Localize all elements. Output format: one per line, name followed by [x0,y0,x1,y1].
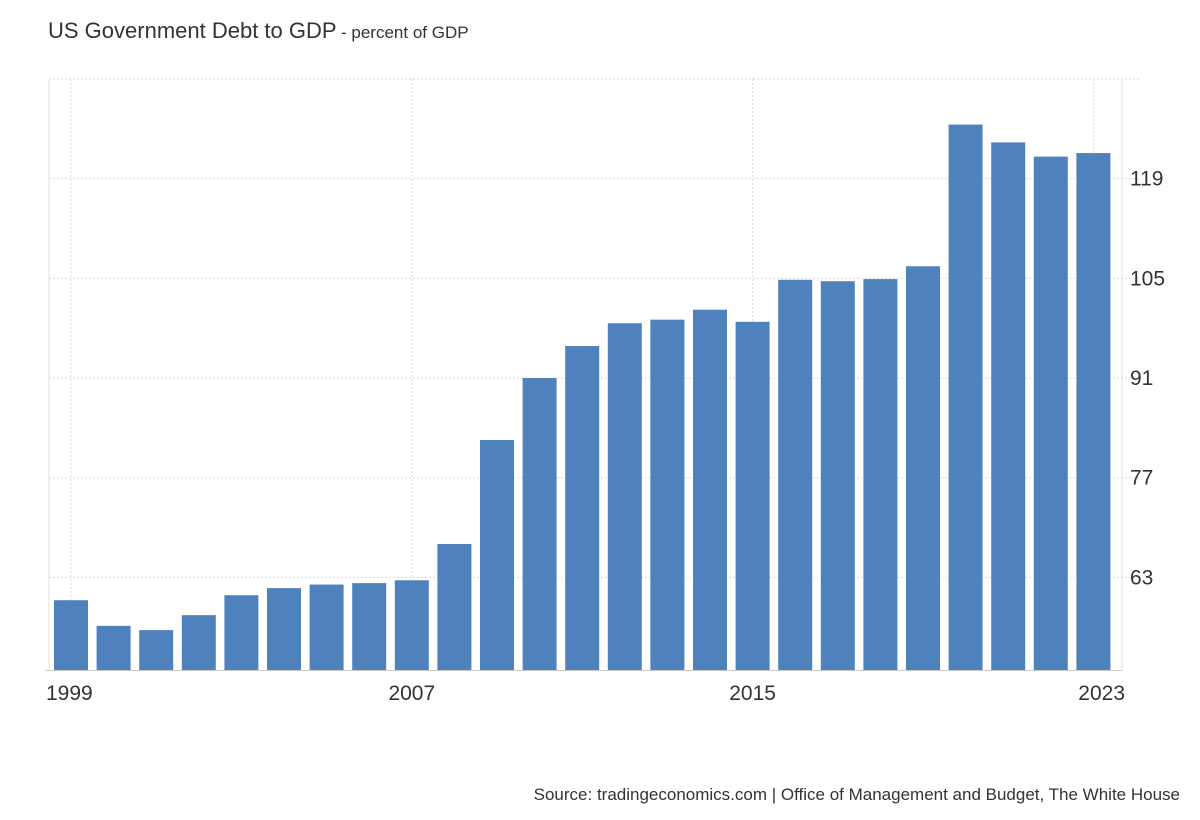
bar-2014 [693,309,727,670]
y-tick-label: 105 [1130,267,1165,290]
chart-title-row: US Government Debt to GDP - percent of G… [48,18,469,44]
x-tick-label: 2015 [729,682,776,705]
bar-2019 [906,266,940,670]
chart-title: US Government Debt to GDP [48,18,337,43]
x-tick-label: 2007 [388,682,435,705]
bar-2015 [735,321,770,670]
bar-2001 [139,630,174,670]
bars [54,124,1111,671]
bar-2013 [650,319,685,670]
bar-chart: 63 77 91 105 119 1999 2007 2015 2023 [45,78,1165,705]
chart-subtitle: - percent of GDP [341,23,469,42]
bar-2021 [991,142,1026,670]
bar-2009 [480,440,514,670]
bar-2005 [309,584,344,670]
bar-1999 [54,600,88,670]
y-tick-label: 77 [1130,467,1153,490]
x-tick-label: 1999 [46,682,93,705]
bar-2003 [224,595,259,670]
bar-2012 [607,323,642,670]
bar-2000 [96,625,131,670]
bar-2017 [820,281,855,670]
bar-2004 [267,588,301,670]
y-tick-label: 119 [1130,168,1163,191]
source-note: Source: tradingeconomics.com | Office of… [533,785,1180,804]
bar-2020 [948,124,983,670]
bar-2010 [522,378,557,670]
y-tick-label: 91 [1130,367,1153,390]
y-tick-label: 63 [1130,566,1153,589]
bar-2022 [1033,156,1068,670]
bar-2023 [1076,153,1111,671]
x-tick-label: 2023 [1078,682,1125,705]
bar-2011 [565,346,600,670]
bar-2016 [778,279,813,670]
bar-2008 [437,543,472,670]
bar-2006 [352,583,387,670]
bar-2018 [863,279,898,670]
bar-2007 [394,580,429,670]
bar-2002 [181,615,216,670]
